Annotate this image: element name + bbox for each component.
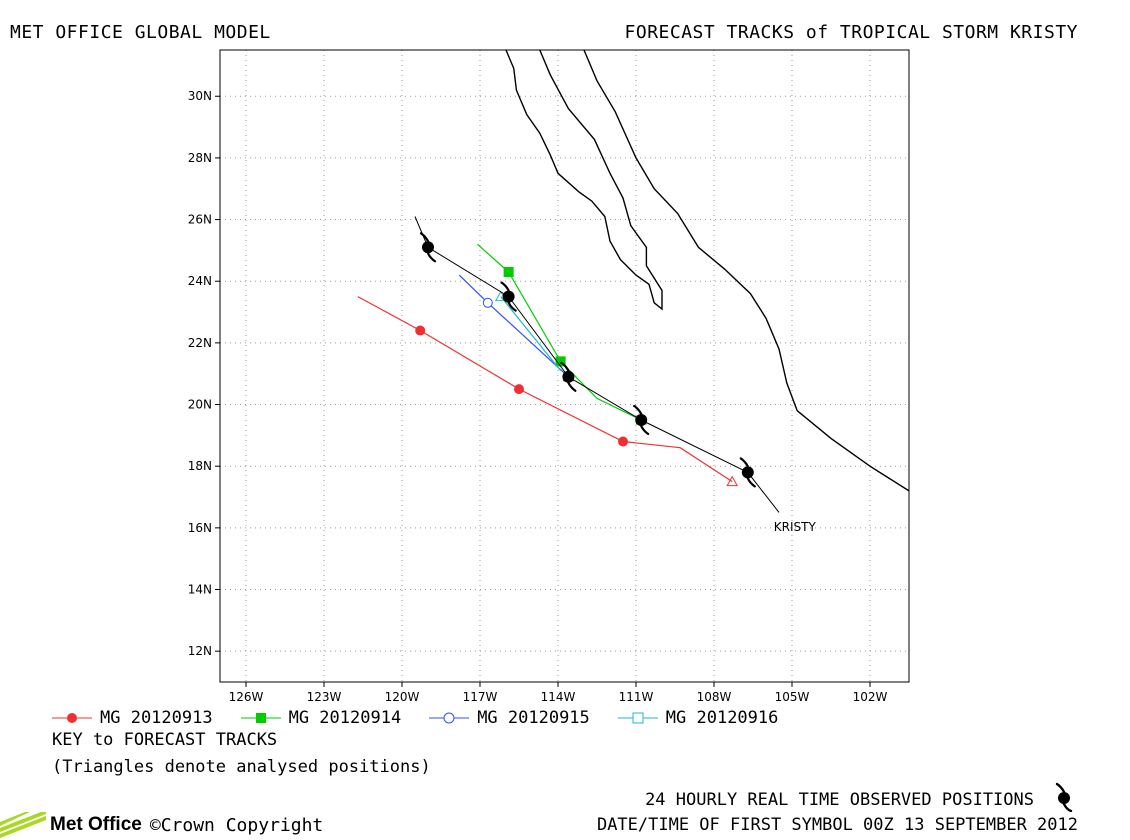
key-note: (Triangles denote analysed positions): [52, 757, 431, 777]
track-line: [477, 243, 642, 421]
map-frame: [219, 49, 910, 683]
lat-tick-label: 20N: [188, 398, 212, 412]
hurricane-symbol-icon: [419, 232, 437, 263]
legend-item-mg-20120916: MG 20120916: [617, 708, 779, 728]
track-line: [458, 274, 569, 378]
model-title: MET OFFICE GLOBAL MODEL: [10, 22, 271, 43]
lat-tick-label: 14N: [188, 583, 212, 597]
track-mg-20120913: [357, 296, 739, 487]
lon-tick-label: 120W: [385, 690, 420, 704]
lon-tick-label: 123W: [307, 690, 342, 704]
hurricane-symbol-icon: [500, 281, 517, 312]
copyright-notice: ©Crown Copyright: [149, 814, 324, 836]
lat-tick-label: 22N: [188, 336, 212, 350]
track-mg-20120914: [477, 243, 648, 425]
legend-swatch-filled-circle: [52, 713, 92, 723]
track-marker: [514, 384, 524, 395]
hurricane-symbol-icon: [1055, 782, 1073, 812]
first-symbol-date: DATE/TIME OF FIRST SYMBOL 00Z 13 SEPTEMB…: [596, 815, 1078, 835]
lon-tick-label: 114W: [541, 690, 576, 704]
observed-positions-label: 24 HOURLY REAL TIME OBSERVED POSITIONS: [645, 790, 1034, 810]
track-marker: [415, 325, 426, 336]
legend: MG 20120913 MG 20120914 MG 20120915 MG 2…: [52, 708, 806, 728]
chart-title: FORECAST TRACKS of TROPICAL STORM KRISTY: [624, 22, 1078, 43]
lon-tick-label: 126W: [229, 690, 264, 704]
legend-label: MG 20120915: [477, 708, 590, 728]
track-marker: [482, 297, 493, 308]
observed-track-line: [414, 216, 780, 513]
legend-swatch-open-square: [617, 712, 658, 724]
baja-california-coast: [505, 49, 663, 311]
track-mg-20120916: [494, 290, 562, 371]
key-title: KEY to FORECAST TRACKS: [52, 730, 278, 750]
met-office-logo-icon: [0, 812, 46, 838]
legend-swatch-filled-square: [240, 713, 281, 723]
met-office-brand: Met Office ©Crown Copyright: [0, 812, 323, 838]
lon-tick-label: 102W: [853, 690, 888, 704]
track-marker: [555, 356, 566, 367]
forecast-tracks: [357, 243, 739, 487]
analysed-position-triangle: [726, 475, 739, 487]
legend-item-mg-20120913: MG 20120913: [52, 708, 213, 728]
tick-labels: 30N 28N 26N 24N 22N 20N 18N 16N 14N 12N 126W 123W 12…: [188, 89, 888, 704]
hurricane-symbol-icon: [739, 457, 756, 488]
lat-tick-label: 18N: [188, 459, 212, 473]
lon-tick-label: 108W: [697, 690, 732, 704]
track-marker: [503, 266, 514, 277]
track-mg-20120915: [458, 274, 575, 382]
track-line: [500, 296, 562, 371]
lat-tick-label: 30N: [188, 89, 212, 103]
storm-name-label: KRISTY: [774, 520, 817, 534]
observed-track: KRISTY: [414, 216, 817, 534]
lat-tick-label: 16N: [188, 521, 212, 535]
hurricane-symbol-icon: [633, 404, 650, 436]
track-line: [357, 296, 733, 483]
hurricane-symbol-icon: [560, 361, 577, 392]
lat-tick-label: 26N: [188, 213, 212, 227]
legend-item-mg-20120914: MG 20120914: [240, 708, 402, 728]
brand-name: Met Office: [50, 814, 142, 835]
lat-tick-label: 12N: [188, 644, 212, 658]
track-marker: [618, 436, 628, 447]
legend-label: MG 20120913: [100, 708, 213, 728]
legend-label: MG 20120914: [288, 708, 402, 728]
lat-tick-label: 24N: [188, 274, 212, 288]
legend-item-mg-20120915: MG 20120915: [429, 708, 590, 728]
lat-tick-label: 28N: [188, 151, 212, 165]
mexico-mainland-coast: [583, 49, 910, 492]
legend-swatch-open-circle: [429, 712, 470, 724]
legend-label: MG 20120916: [665, 708, 779, 728]
coastline: [505, 49, 910, 492]
lon-tick-label: 117W: [463, 690, 498, 704]
lon-tick-label: 111W: [619, 690, 654, 704]
lon-tick-label: 105W: [775, 690, 810, 704]
